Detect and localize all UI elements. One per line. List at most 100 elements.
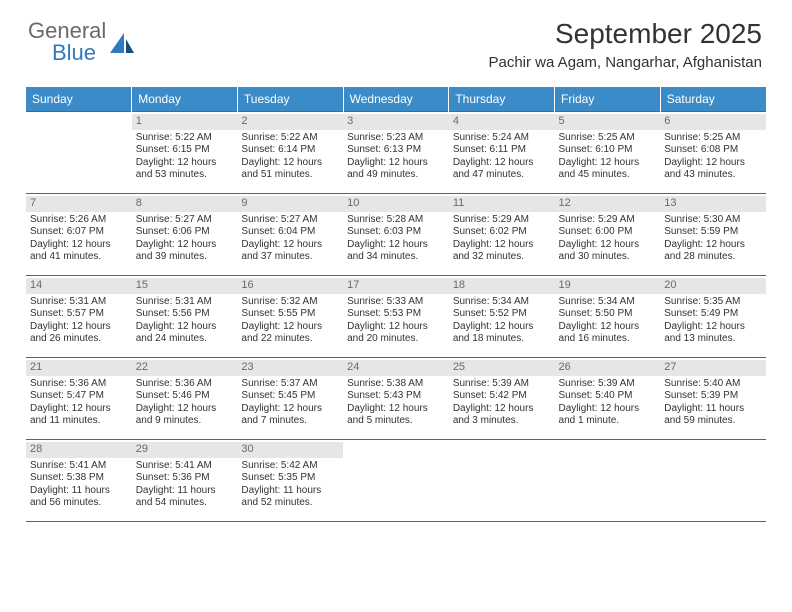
daylight-text: and 13 minutes. [664,333,762,346]
day-number: 12 [555,196,661,212]
month-title: September 2025 [488,18,762,50]
sunset-text: Sunset: 5:39 PM [664,390,762,403]
daylight-text: and 16 minutes. [559,333,657,346]
day-number: 8 [132,196,238,212]
sunset-text: Sunset: 5:40 PM [559,390,657,403]
sunset-text: Sunset: 6:14 PM [241,144,339,157]
calendar-cell [660,440,766,522]
sunrise-text: Sunrise: 5:36 AM [136,378,234,391]
day-number: 6 [660,114,766,130]
sunrise-text: Sunrise: 5:36 AM [30,378,128,391]
sunrise-text: Sunrise: 5:31 AM [30,296,128,309]
sunrise-text: Sunrise: 5:25 AM [664,132,762,145]
sunrise-text: Sunrise: 5:41 AM [136,460,234,473]
calendar-row: 21Sunrise: 5:36 AMSunset: 5:47 PMDayligh… [26,358,766,440]
day-number: 7 [26,196,132,212]
calendar-cell: 16Sunrise: 5:32 AMSunset: 5:55 PMDayligh… [237,276,343,358]
daylight-text: and 18 minutes. [453,333,551,346]
daylight-text: and 51 minutes. [241,169,339,182]
daylight-text: Daylight: 12 hours [664,239,762,252]
daylight-text: Daylight: 11 hours [664,403,762,416]
daylight-text: and 54 minutes. [136,497,234,510]
daylight-text: Daylight: 12 hours [559,321,657,334]
header: General Blue September 2025 Pachir wa Ag… [0,0,792,77]
day-number: 22 [132,360,238,376]
calendar-cell: 3Sunrise: 5:23 AMSunset: 6:13 PMDaylight… [343,112,449,194]
day-number: 17 [343,278,449,294]
sunrise-text: Sunrise: 5:27 AM [136,214,234,227]
daylight-text: and 39 minutes. [136,251,234,264]
sunset-text: Sunset: 5:55 PM [241,308,339,321]
daylight-text: and 9 minutes. [136,415,234,428]
daylight-text: Daylight: 12 hours [241,239,339,252]
daylight-text: and 59 minutes. [664,415,762,428]
sunrise-text: Sunrise: 5:25 AM [559,132,657,145]
calendar-cell [343,440,449,522]
calendar-cell: 9Sunrise: 5:27 AMSunset: 6:04 PMDaylight… [237,194,343,276]
day-number: 15 [132,278,238,294]
calendar-cell: 21Sunrise: 5:36 AMSunset: 5:47 PMDayligh… [26,358,132,440]
day-number: 10 [343,196,449,212]
daylight-text: and 22 minutes. [241,333,339,346]
sunset-text: Sunset: 5:35 PM [241,472,339,485]
day-number: 20 [660,278,766,294]
daylight-text: and 32 minutes. [453,251,551,264]
daylight-text: and 11 minutes. [30,415,128,428]
daylight-text: Daylight: 12 hours [136,403,234,416]
daylight-text: Daylight: 12 hours [347,321,445,334]
day-number: 16 [237,278,343,294]
sunrise-text: Sunrise: 5:28 AM [347,214,445,227]
calendar-cell: 12Sunrise: 5:29 AMSunset: 6:00 PMDayligh… [555,194,661,276]
calendar-cell: 20Sunrise: 5:35 AMSunset: 5:49 PMDayligh… [660,276,766,358]
daylight-text: and 53 minutes. [136,169,234,182]
day-number: 11 [449,196,555,212]
calendar-cell: 14Sunrise: 5:31 AMSunset: 5:57 PMDayligh… [26,276,132,358]
sunrise-text: Sunrise: 5:40 AM [664,378,762,391]
daylight-text: Daylight: 12 hours [136,157,234,170]
calendar-cell: 4Sunrise: 5:24 AMSunset: 6:11 PMDaylight… [449,112,555,194]
calendar-cell: 2Sunrise: 5:22 AMSunset: 6:14 PMDaylight… [237,112,343,194]
daylight-text: and 1 minute. [559,415,657,428]
daylight-text: Daylight: 12 hours [559,239,657,252]
daylight-text: and 43 minutes. [664,169,762,182]
calendar-cell: 30Sunrise: 5:42 AMSunset: 5:35 PMDayligh… [237,440,343,522]
daylight-text: Daylight: 11 hours [241,485,339,498]
daylight-text: Daylight: 12 hours [241,321,339,334]
sunrise-text: Sunrise: 5:33 AM [347,296,445,309]
daylight-text: Daylight: 12 hours [664,321,762,334]
sunset-text: Sunset: 6:06 PM [136,226,234,239]
day-header: Friday [555,87,661,112]
daylight-text: Daylight: 12 hours [347,157,445,170]
calendar-cell: 8Sunrise: 5:27 AMSunset: 6:06 PMDaylight… [132,194,238,276]
daylight-text: and 30 minutes. [559,251,657,264]
logo-sail-icon [110,33,136,55]
day-header: Monday [132,87,238,112]
calendar-cell: 28Sunrise: 5:41 AMSunset: 5:38 PMDayligh… [26,440,132,522]
sunset-text: Sunset: 5:36 PM [136,472,234,485]
sunset-text: Sunset: 5:50 PM [559,308,657,321]
sunset-text: Sunset: 5:53 PM [347,308,445,321]
day-number: 3 [343,114,449,130]
sunset-text: Sunset: 6:00 PM [559,226,657,239]
title-block: September 2025 Pachir wa Agam, Nangarhar… [488,18,762,71]
sunset-text: Sunset: 5:42 PM [453,390,551,403]
sunset-text: Sunset: 5:49 PM [664,308,762,321]
daylight-text: Daylight: 12 hours [559,403,657,416]
daylight-text: and 52 minutes. [241,497,339,510]
day-number: 28 [26,442,132,458]
day-number: 25 [449,360,555,376]
daylight-text: and 5 minutes. [347,415,445,428]
sunset-text: Sunset: 5:52 PM [453,308,551,321]
day-number: 29 [132,442,238,458]
calendar-row: 1Sunrise: 5:22 AMSunset: 6:15 PMDaylight… [26,112,766,194]
calendar-cell [26,112,132,194]
sunrise-text: Sunrise: 5:29 AM [453,214,551,227]
sunset-text: Sunset: 5:57 PM [30,308,128,321]
sunset-text: Sunset: 6:11 PM [453,144,551,157]
daylight-text: Daylight: 12 hours [30,239,128,252]
calendar-cell: 25Sunrise: 5:39 AMSunset: 5:42 PMDayligh… [449,358,555,440]
calendar-cell: 10Sunrise: 5:28 AMSunset: 6:03 PMDayligh… [343,194,449,276]
daylight-text: and 24 minutes. [136,333,234,346]
sunset-text: Sunset: 5:56 PM [136,308,234,321]
calendar-row: 14Sunrise: 5:31 AMSunset: 5:57 PMDayligh… [26,276,766,358]
